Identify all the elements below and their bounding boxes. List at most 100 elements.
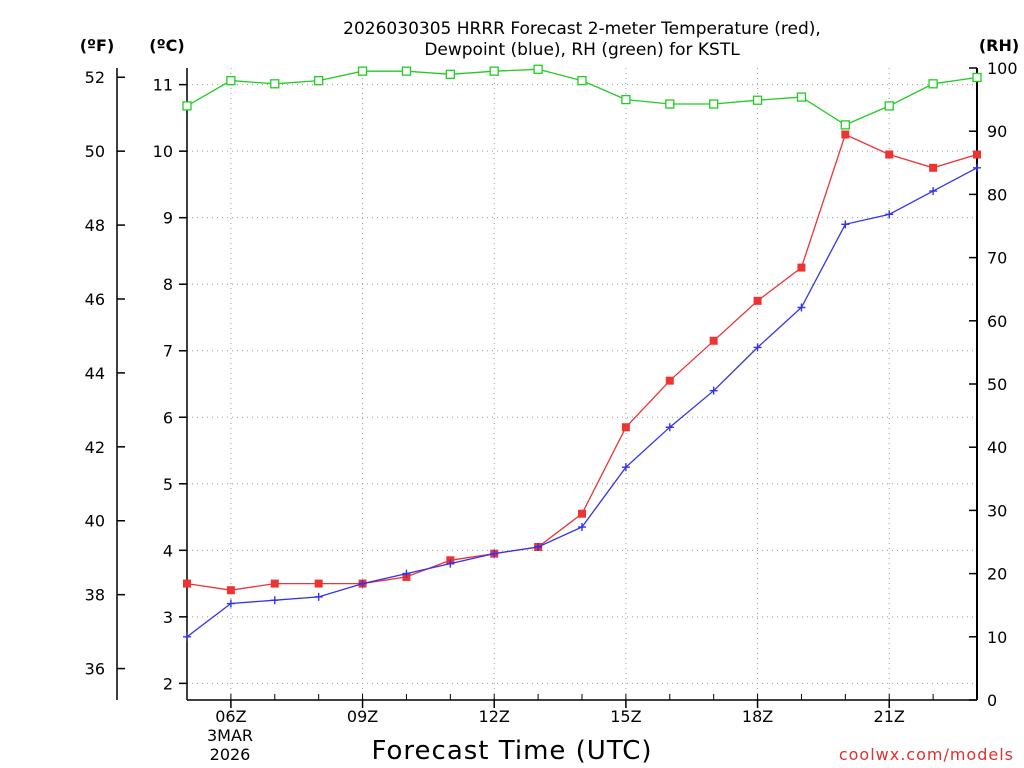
rh-point (314, 75, 324, 86)
temperature-point (578, 509, 586, 518)
celsius-tick-label: 10 (153, 142, 173, 161)
dewpoint-point (973, 163, 981, 172)
x-axis-label: Forecast Time (UTC) (371, 736, 652, 766)
rh-tick-label: 80 (987, 185, 1007, 204)
dewpoint-point (665, 423, 674, 432)
rh-point (577, 75, 587, 86)
rh-tick-label: 70 (987, 249, 1007, 268)
temperature-point (709, 336, 718, 345)
celsius-axis-units: (ºC) (149, 36, 184, 55)
fahrenheit-tick-label: 46 (85, 290, 105, 309)
temperature-point (270, 579, 279, 588)
rh-tick-label: 50 (987, 375, 1007, 394)
axes-layer: 2 3 4 5 6 7 8 9 10 11 36 38 40 42 44 46 48 50 52 0 10 20 30 40 5… (85, 59, 1018, 726)
dewpoint-point (534, 542, 543, 551)
fahrenheit-tick-label: 36 (85, 660, 105, 679)
temperature-point (314, 579, 323, 588)
x-date-year: 2026 (210, 745, 251, 764)
dewpoint-point (270, 596, 279, 605)
rh-point (445, 69, 455, 79)
rh-point (928, 79, 938, 89)
dewpoint-point (578, 523, 586, 532)
rh-point (752, 95, 763, 105)
dewpoint-point (402, 569, 411, 578)
rh-point (796, 92, 807, 102)
dewpoint-point (226, 599, 235, 608)
rh-point (665, 99, 675, 109)
chart-title: 2026030305 HRRR Forecast 2-meter Tempera… (343, 19, 821, 39)
rh-point (884, 101, 894, 111)
celsius-tick-label: 7 (163, 342, 173, 361)
x-tick-label: 15Z (610, 707, 641, 726)
fahrenheit-tick-label: 40 (85, 512, 105, 531)
dewpoint-point (621, 463, 630, 472)
fahrenheit-tick-label: 38 (85, 586, 105, 605)
fahrenheit-tick-label: 52 (85, 68, 105, 87)
dewpoint-point (490, 549, 499, 558)
dewpoint-point (709, 386, 718, 395)
x-tick-label: 09Z (347, 707, 378, 726)
rh-tick-label: 0 (987, 691, 997, 710)
dewpoint-point (358, 579, 367, 588)
dewpoint-point (183, 632, 191, 641)
fahrenheit-tick-label: 50 (85, 142, 105, 161)
temperature-point (797, 263, 806, 272)
temperature-point (973, 150, 981, 159)
fahrenheit-tick-label: 48 (85, 216, 105, 235)
dewpoint-point (753, 343, 762, 352)
rh-tick-label: 100 (987, 59, 1018, 78)
rh-point (621, 94, 631, 105)
rh-point (709, 99, 719, 109)
rh-tick-label: 40 (987, 438, 1007, 457)
temperature-point (885, 150, 894, 159)
dewpoint-point (929, 187, 938, 196)
dewpoint-line (186, 167, 978, 638)
rh-point (972, 72, 982, 83)
celsius-tick-label: 8 (163, 275, 173, 294)
grid-layer (187, 68, 977, 700)
celsius-tick-label: 6 (163, 408, 173, 427)
rh-point (226, 75, 236, 86)
rh-point (533, 64, 543, 74)
dewpoint-point (885, 210, 894, 219)
x-tick-label: 12Z (479, 707, 510, 726)
temperature-point (841, 130, 850, 139)
rh-point (270, 79, 280, 89)
dewpoint-point (314, 592, 323, 601)
rh-tick-label: 10 (987, 628, 1007, 647)
celsius-tick-label: 5 (163, 475, 173, 494)
temperature-point (183, 579, 191, 588)
rh-axis-units: (RH) (979, 36, 1019, 55)
rh-tick-label: 90 (987, 122, 1007, 141)
temperature-line (186, 133, 978, 591)
rh-point (357, 66, 368, 76)
series-layer (182, 64, 982, 641)
celsius-tick-label: 4 (163, 541, 173, 560)
rh-tick-label: 60 (987, 312, 1007, 331)
temperature-point (621, 423, 630, 432)
temperature-point (753, 296, 762, 305)
credit-text: coolwx.com/models (839, 745, 1014, 764)
x-tick-label: 06Z (215, 707, 246, 726)
x-date-month: 3MAR (207, 726, 253, 745)
rh-point (840, 120, 850, 130)
dewpoint-point (446, 559, 455, 568)
celsius-tick-label: 3 (163, 608, 173, 627)
rh-tick-label: 20 (987, 565, 1007, 584)
rh-tick-label: 30 (987, 501, 1007, 520)
celsius-tick-label: 11 (153, 76, 173, 95)
celsius-tick-label: 9 (163, 209, 173, 228)
chart-subtitle: Dewpoint (blue), RH (green) for KSTL (424, 40, 740, 60)
temperature-point (929, 163, 938, 172)
temperature-point (226, 586, 235, 595)
fahrenheit-tick-label: 44 (85, 364, 105, 383)
fahrenheit-axis-units: (ºF) (80, 36, 115, 55)
rh-point (401, 66, 412, 76)
x-tick-label: 18Z (742, 707, 773, 726)
fahrenheit-tick-label: 42 (85, 438, 105, 457)
temperature-point (665, 376, 674, 385)
dewpoint-point (841, 220, 850, 229)
celsius-tick-label: 2 (163, 674, 173, 693)
dewpoint-point (797, 303, 806, 312)
